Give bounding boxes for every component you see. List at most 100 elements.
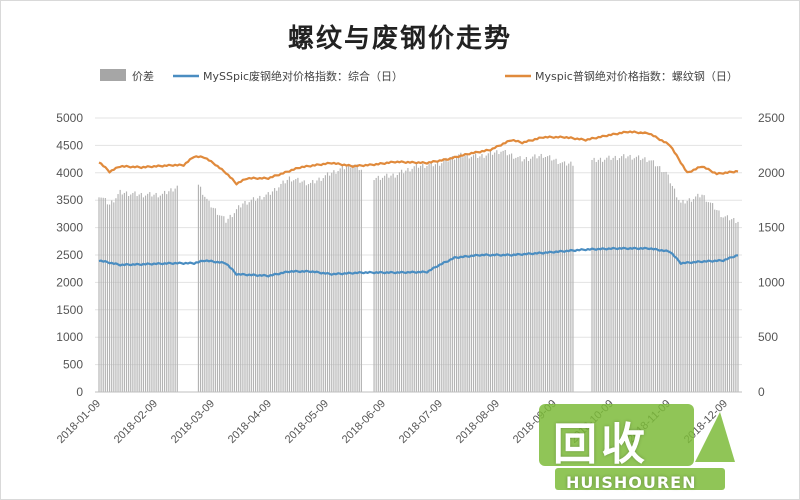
spread-bar xyxy=(409,171,411,392)
spread-bar xyxy=(688,198,690,392)
y-right-tick-label: 500 xyxy=(758,330,778,344)
x-tick-label: 2018-07-09 xyxy=(397,398,445,446)
spread-bar xyxy=(100,197,102,392)
spread-bar xyxy=(164,190,166,392)
spread-bar xyxy=(631,159,633,392)
spread-bar xyxy=(724,216,726,392)
spread-bar xyxy=(718,210,720,392)
spread-bar xyxy=(468,158,470,392)
spread-bar xyxy=(375,177,377,392)
spread-bar xyxy=(337,171,339,392)
spread-bar xyxy=(728,220,731,392)
spread-bar xyxy=(646,161,648,392)
spread-bar xyxy=(417,167,420,392)
spread-bar xyxy=(197,184,200,392)
spread-bar xyxy=(549,155,551,392)
spread-bar xyxy=(254,200,257,392)
spread-bar xyxy=(411,168,413,392)
spread-bar xyxy=(221,215,223,392)
spread-bar xyxy=(640,160,642,392)
spread-bar xyxy=(591,159,593,392)
spread-bar xyxy=(432,166,434,392)
spread-bar xyxy=(684,203,686,392)
rebar-index-line xyxy=(98,130,739,186)
spread-bar xyxy=(392,173,394,392)
spread-bar xyxy=(155,192,157,392)
spread-bar xyxy=(134,191,136,392)
spread-bar xyxy=(140,192,142,392)
spread-bar xyxy=(508,154,511,392)
spread-bar xyxy=(244,201,246,392)
spread-bar xyxy=(168,191,170,392)
spread-bar xyxy=(428,164,430,392)
spread-bar xyxy=(551,160,553,392)
spread-bars xyxy=(98,150,739,392)
spread-bar xyxy=(199,186,202,392)
spread-bar xyxy=(426,166,428,392)
spread-bar xyxy=(113,202,115,392)
spread-bar xyxy=(489,150,492,392)
spread-bar xyxy=(257,198,259,392)
spread-bar xyxy=(174,188,176,392)
y-left-tick-label: 0 xyxy=(76,385,83,399)
spread-bar xyxy=(354,164,356,392)
spread-bar xyxy=(627,156,629,392)
spread-bar xyxy=(722,217,724,392)
spread-bar xyxy=(523,159,525,392)
spread-bar xyxy=(625,158,627,392)
spread-bar xyxy=(407,167,409,392)
spread-bar xyxy=(436,162,439,392)
spread-bar xyxy=(618,158,621,392)
spread-bar xyxy=(413,166,415,392)
spread-bar xyxy=(125,191,128,392)
spread-bar xyxy=(487,153,489,392)
spread-bar xyxy=(128,196,130,392)
spread-bar xyxy=(280,183,282,392)
spread-bar xyxy=(415,163,417,392)
x-tick-label: 2018-05-09 xyxy=(283,398,331,446)
spread-bar xyxy=(117,194,119,392)
spread-bar xyxy=(172,191,174,392)
spread-bar xyxy=(633,158,635,392)
spread-bar xyxy=(517,157,519,392)
spread-bar xyxy=(229,214,231,392)
spread-bar xyxy=(314,183,316,392)
spread-bar xyxy=(481,154,483,392)
spread-bar xyxy=(527,160,530,392)
spread-bar xyxy=(610,159,612,392)
spread-bar xyxy=(170,188,172,392)
x-tick-label: 2018-03-09 xyxy=(169,398,217,446)
spread-bar xyxy=(202,194,204,392)
spread-bar xyxy=(460,152,462,392)
spread-bar xyxy=(248,202,250,392)
spread-bar xyxy=(235,209,238,392)
y-left-tick-label: 2000 xyxy=(56,275,83,289)
spread-bar xyxy=(439,165,441,392)
spread-bar xyxy=(358,170,360,392)
spread-bar xyxy=(534,154,536,392)
legend-label: MySSpic废钢绝对价格指数：综合（日） xyxy=(203,69,403,83)
spread-bar xyxy=(403,173,405,392)
spread-bar xyxy=(231,217,233,392)
spread-bar xyxy=(557,164,559,392)
spread-bar xyxy=(307,184,310,392)
y-left-tick-label: 4000 xyxy=(56,166,83,180)
spread-bar xyxy=(673,188,676,392)
spread-bar xyxy=(731,219,733,392)
spread-bar xyxy=(282,180,284,392)
spread-bar xyxy=(119,189,121,392)
spread-bar xyxy=(712,203,714,392)
spread-bar xyxy=(491,154,494,392)
spread-bar xyxy=(318,177,320,392)
spread-bar xyxy=(606,157,608,392)
spread-bar xyxy=(570,161,572,392)
spread-bar xyxy=(657,166,659,392)
spread-bar xyxy=(519,156,521,392)
spread-bar xyxy=(149,192,151,392)
spread-bar xyxy=(593,157,595,392)
spread-bar xyxy=(665,171,667,392)
spread-bar xyxy=(400,169,403,392)
spread-bar xyxy=(566,165,568,392)
spread-bar xyxy=(464,155,466,392)
spread-bar xyxy=(470,156,472,392)
